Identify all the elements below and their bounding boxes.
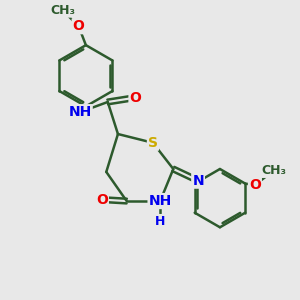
Text: O: O [73, 19, 85, 33]
Text: CH₃: CH₃ [261, 164, 286, 177]
Text: S: S [148, 136, 158, 150]
Text: O: O [96, 193, 108, 207]
Text: NH: NH [148, 194, 172, 208]
Text: H: H [155, 215, 165, 228]
Text: NH: NH [68, 105, 92, 119]
Text: O: O [249, 178, 261, 192]
Text: N: N [192, 174, 204, 188]
Text: O: O [130, 91, 141, 105]
Text: CH₃: CH₃ [50, 4, 75, 17]
